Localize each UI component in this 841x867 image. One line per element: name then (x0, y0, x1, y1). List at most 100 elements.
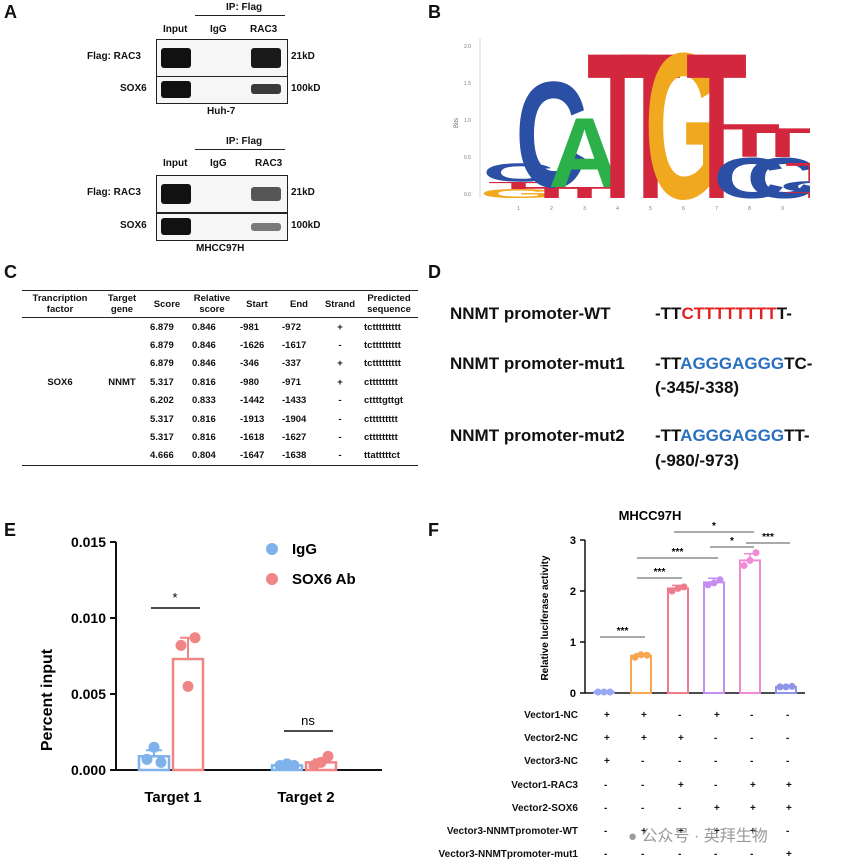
logo-letter: T (785, 191, 810, 200)
table-cell (98, 428, 146, 446)
ip-header: IP: Flag (226, 136, 263, 147)
size-label: 100kD (291, 83, 321, 94)
table-cell: 5.317 (150, 432, 174, 444)
condition-mark: - (750, 733, 754, 745)
luc-bar (703, 581, 725, 694)
table-cell: -1627 (282, 432, 307, 444)
table-cell: tcttttttttt (364, 358, 401, 370)
luc-bar (739, 559, 761, 695)
condition-mark: - (714, 779, 718, 791)
luc-y-tick-label: 3 (570, 535, 576, 547)
sequence-flank: -TT (655, 304, 682, 323)
condition-mark: - (641, 849, 645, 861)
table-header: Relative score (188, 290, 236, 318)
table-cell: tcttttttttt (364, 321, 401, 333)
chip-y-tick-label: 0.000 (71, 762, 106, 778)
condition-mark: - (678, 756, 682, 768)
blot-band (251, 223, 281, 231)
logo-letter: T (488, 180, 549, 192)
cell-line-label: MHCC97H (196, 243, 245, 254)
condition-mark: - (714, 756, 718, 768)
blot-band (251, 48, 281, 68)
size-label: 21kD (291, 187, 315, 198)
logo-x-tick: 3 (583, 206, 586, 212)
promoter-mut2-label: NNMT promoter-mut2 (450, 426, 625, 445)
table-cell: cttttgttgt (364, 395, 404, 407)
logo-letter: T (620, 30, 681, 220)
luc-bar (667, 587, 689, 694)
table-cell (98, 410, 146, 428)
table-row: 6.879 0.846 -981 -972 + tcttttttttt (22, 318, 418, 337)
table-cell: 0.816 (192, 432, 216, 444)
chip-x-label: Target 2 (277, 789, 334, 806)
watermark: ● 公众号 · 英拜生物 (628, 828, 768, 845)
table-cell (22, 428, 98, 446)
blot-membrane (156, 175, 288, 213)
chip-sig-label: ns (301, 713, 315, 728)
row-label: SOX6 (120, 220, 147, 231)
column-label: IgG (210, 158, 227, 169)
chip-x-label: Target 1 (144, 789, 201, 806)
luc-point (680, 583, 688, 591)
chip-point (155, 756, 167, 768)
motif-logo: Bits 2.0 1.5 1.0 0.5 0.0 GTCTCTATTGTCTCT… (454, 30, 810, 220)
logo-letter: C (482, 158, 554, 187)
condition-mark: + (678, 779, 684, 791)
table-cell: 0.816 (192, 413, 216, 425)
condition-label: Vector3-NNMTpromoter-WT (446, 826, 578, 837)
logo-letter: C (746, 147, 810, 211)
table-cell: -1913 (240, 413, 265, 425)
chip-chart: Percent input 0.000 0.005 0.010 0.015 Target… (39, 534, 382, 806)
table-row: 4.666 0.804 -1647 -1638- ttatttttct (22, 446, 418, 467)
logo-letter: T (521, 184, 582, 201)
ip-bracket (195, 15, 285, 16)
condition-mark: - (678, 802, 682, 814)
table-cell: tcttttttttt (364, 340, 401, 352)
sequence-flank: TT- (784, 426, 810, 445)
table-header: Trancription factor (22, 290, 98, 318)
luc-point (594, 688, 602, 696)
table-cell: -1647 (236, 446, 278, 467)
blot-membrane (156, 213, 288, 241)
luc-y-tick-label: 0 (570, 688, 576, 700)
cell-line-label: Huh-7 (207, 106, 236, 117)
panel-label-e: E (4, 520, 17, 540)
luc-point (740, 562, 748, 569)
luc-point (668, 587, 676, 595)
promoter-mut1-sequence: -TTAGGGAGGGTC- (655, 354, 812, 374)
row-label: Flag: RAC3 (87, 187, 141, 198)
promoter-wt-sequence: -TTCTTTTTTTTT- (655, 304, 792, 324)
chip-y-tick-label: 0.005 (71, 686, 106, 702)
table-row: 5.317 0.816 -1913 -1904 - cttttttttt (22, 410, 418, 428)
sequence-flank: -TT (655, 426, 681, 445)
logo-letter: T (719, 114, 780, 167)
condition-mark: + (786, 802, 792, 814)
table-row: 5.317 0.816 -1618 -1627 - cttttttttt (22, 428, 418, 446)
condition-label: Vector2-NC (524, 733, 578, 745)
size-label: 21kD (291, 51, 315, 62)
condition-mark: - (786, 756, 790, 768)
condition-label: Vector1-RAC3 (511, 779, 578, 791)
chip-sig-label: * (172, 590, 177, 605)
table-cell: - (320, 446, 360, 467)
luciferase-chart: MHCC97H Relative luciferase activity 0 1 2… (540, 508, 805, 700)
chip-bar (171, 657, 205, 772)
logo-y-tick: 0.5 (464, 155, 471, 161)
table-cell: 6.202 (150, 395, 174, 407)
luc-point (643, 651, 651, 659)
sequence-flank: -TT (655, 354, 681, 373)
logo-x-tick: 5 (649, 206, 652, 212)
table-header: Strand (320, 290, 360, 318)
luc-point (788, 682, 796, 690)
table-cell: 4.666 (146, 446, 188, 467)
condition-label: Vector3-NC (524, 756, 578, 768)
luc-point (606, 688, 614, 696)
condition-mark: + (714, 826, 720, 837)
chip-point (175, 639, 187, 651)
logo-letter: C (779, 178, 810, 195)
logo-letter: T (686, 30, 747, 220)
condition-mark: - (786, 733, 790, 745)
column-label: RAC3 (255, 158, 283, 169)
sequence-flank: T- (776, 304, 792, 323)
table-cell: NNMT (108, 376, 136, 388)
